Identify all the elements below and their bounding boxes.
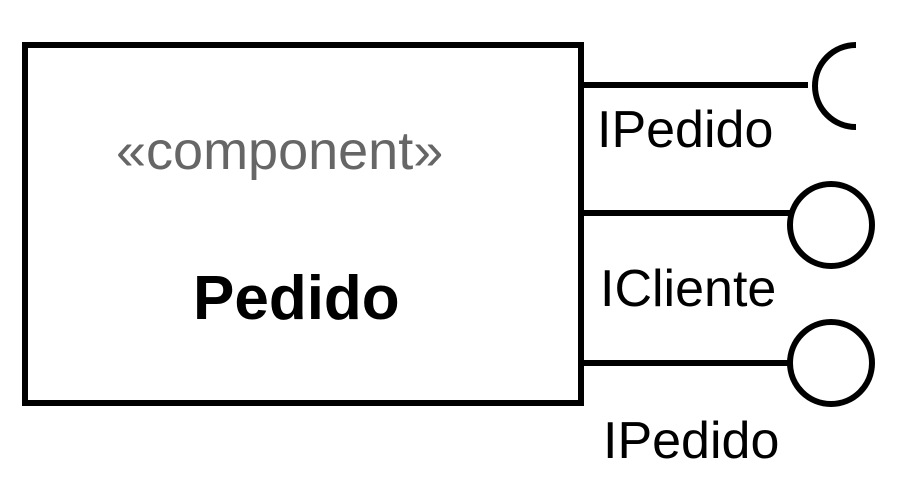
socket-icon [812, 42, 857, 130]
component-name: Pedido [193, 264, 400, 333]
component-stereotype: «component» [116, 121, 444, 181]
component-box [22, 42, 584, 406]
lollipop-icon-ipedido [787, 319, 875, 407]
interface-label-icliente: ICliente [600, 260, 777, 318]
interface-label-ipedido: IPedido [603, 412, 780, 470]
interface-label-required: IPedido [597, 101, 774, 159]
lollipop-icon-icliente [787, 181, 875, 269]
